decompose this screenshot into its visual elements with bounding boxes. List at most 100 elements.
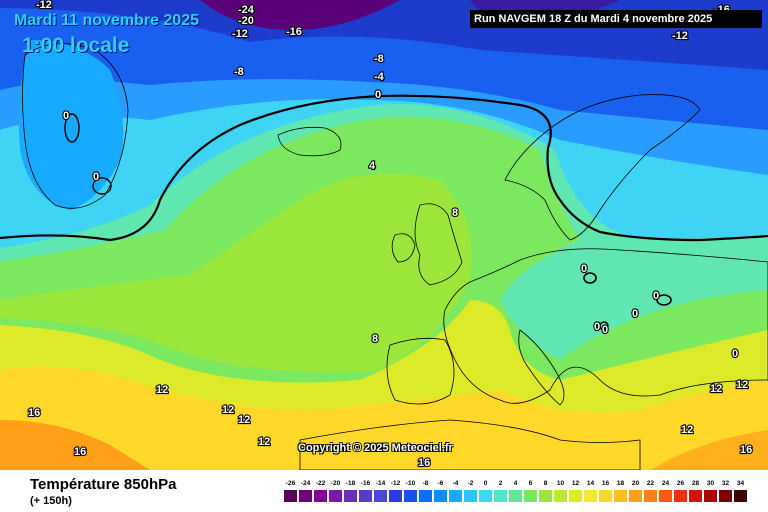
legend-tick-label: 16 [601,480,610,487]
legend-color-swatch [614,490,627,502]
legend-color-swatch [404,490,417,502]
legend-color-swatch [629,490,642,502]
legend-tick-label: 34 [736,480,745,487]
isotherm-label: -16 [286,26,302,38]
isotherm-zero-loop [64,113,80,143]
legend-color-swatch [599,490,612,502]
legend-tick-label: 30 [706,480,715,487]
legend-color-swatch [569,490,582,502]
copyright-text: Copyright © 2025 Meteociel.fr [298,442,453,454]
isotherm-label: -8 [234,66,244,78]
legend-color-swatch [704,490,717,502]
forecast-time: 1:00 locale [22,34,130,57]
field-yellow [0,366,768,470]
landmass-italy [518,329,565,406]
legend-tick-label: -26 [285,480,296,487]
landmass-north-africa [299,419,641,470]
legend-color-swatch [389,490,402,502]
field-orange [0,420,150,470]
legend-color-swatch [644,490,657,502]
legend-tick-label: 0 [483,480,488,487]
landmass-scandinavia [504,94,701,241]
legend-color-swatch [674,490,687,502]
legend-color-swatch [449,490,462,502]
isotherm-label: -4 [374,71,385,83]
legend-tick-label: -16 [360,480,371,487]
legend-tick-label: -6 [437,480,444,487]
legend-color-swatch [554,490,567,502]
legend-color-swatch [374,490,387,502]
legend-tick-label: -2 [467,480,474,487]
isotherm-label: 0 [93,171,99,183]
isotherm-label: 0 [594,321,600,333]
parameter-title: Température 850hPa [30,476,177,493]
model-run-banner: Run NAVGEM 18 Z du Mardi 4 novembre 2025 [470,10,762,28]
legend-color-swatch [509,490,522,502]
isotherm-zero [0,94,768,242]
landmass-iceland [277,126,342,157]
field-green-light [0,173,472,372]
legend-color-swatch [314,490,327,502]
isotherm-label: 12 [222,404,234,416]
isotherm-label: -8 [374,53,384,65]
legend-tick-label: -24 [300,480,311,487]
isotherm-label: 8 [372,333,378,345]
temperature-map: -12 -24 -20 -12 -16 -12 -16 -8 -8 -4 0 0… [0,0,768,470]
isotherm-label: 16 [74,446,86,458]
legend-tick-label: 6 [528,480,533,487]
landmass-europe [443,248,768,404]
isotherm-label: 16 [28,407,40,419]
isotherm-label: 12 [238,414,250,426]
legend-color-swatch [524,490,537,502]
isotherm-label: -12 [672,30,688,42]
legend-tick-label: 24 [661,480,670,487]
legend-tick-label: 8 [543,480,548,487]
legend-tick-label: -10 [405,480,416,487]
isotherm-label: 0 [63,110,69,122]
legend-tick-label: 26 [676,480,685,487]
field-cold-greenland [18,40,124,210]
legend-tick-label: -8 [422,480,429,487]
legend-color-swatch [494,490,507,502]
isotherm-zero-loop [583,272,597,284]
legend-color-swatch [719,490,732,502]
isotherm-label: 4 [369,160,376,172]
isotherm-label: 0 [653,290,659,302]
landmass-iberia [386,337,455,405]
legend-color-swatch [359,490,372,502]
isotherm-label: -20 [238,15,254,27]
isotherm-label: 12 [156,384,168,396]
legend-color-swatch [434,490,447,502]
legend-color-swatch [419,490,432,502]
isotherm-label: 12 [710,383,722,395]
legend-color-swatch [284,490,297,502]
legend-color-swatch [299,490,312,502]
legend-tick-label: -18 [345,480,356,487]
legend-tick-label: -12 [390,480,401,487]
legend-color-swatch [584,490,597,502]
isotherm-labels: -12 -24 -20 -12 -16 -12 -16 -8 -8 -4 0 0… [27,0,753,470]
map-footer: Température 850hPa (+ 150h) -26 -24 -22 -20… [0,470,768,512]
isotherm-label: 8 [452,207,458,219]
isotherm-zero-loop [92,177,112,195]
landmass-britain [414,203,463,286]
legend-tick-label: 12 [571,480,580,487]
legend-tick-label: 14 [586,480,595,487]
isotherm-label: 0 [602,324,608,336]
isotherm-label: 16 [740,444,752,456]
legend-tick-label: 22 [646,480,655,487]
isotherm-label: 12 [736,379,748,391]
legend-color-swatch [344,490,357,502]
legend-color-swatch [539,490,552,502]
legend-tick-label: 18 [616,480,625,487]
legend-color-swatch [659,490,672,502]
legend-tick-label: 20 [631,480,640,487]
forecast-step: (+ 150h) [30,495,72,507]
forecast-date: Mardi 11 novembre 2025 [14,12,199,29]
legend-tick-label: 2 [498,480,503,487]
isotherm-label: -12 [232,28,248,40]
isotherm-zero-loop [656,294,672,306]
legend-color-swatch [734,490,747,502]
legend-tick-label: -4 [452,480,459,487]
isotherm-label: 0 [581,263,587,275]
